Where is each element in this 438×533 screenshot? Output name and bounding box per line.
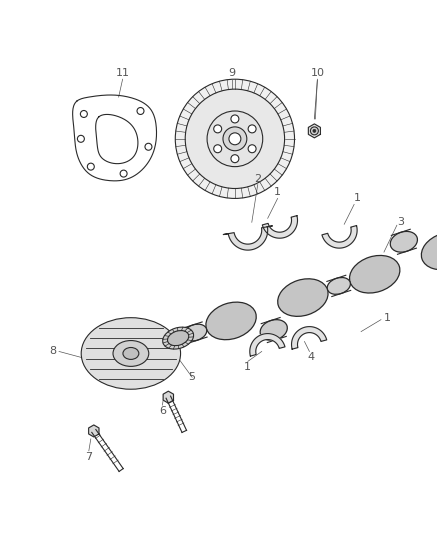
Circle shape	[248, 145, 256, 153]
Circle shape	[231, 115, 239, 123]
Ellipse shape	[278, 279, 328, 317]
Polygon shape	[163, 391, 173, 403]
Ellipse shape	[327, 278, 350, 294]
Ellipse shape	[207, 111, 263, 167]
Ellipse shape	[185, 89, 285, 189]
Polygon shape	[308, 124, 321, 138]
Ellipse shape	[184, 324, 207, 341]
Text: 2: 2	[254, 174, 261, 183]
Text: 3: 3	[397, 217, 404, 227]
Ellipse shape	[223, 127, 247, 151]
Circle shape	[248, 125, 256, 133]
Ellipse shape	[113, 341, 149, 366]
Ellipse shape	[260, 320, 287, 341]
Circle shape	[214, 145, 222, 153]
Ellipse shape	[162, 327, 194, 349]
Ellipse shape	[123, 348, 139, 359]
Circle shape	[214, 125, 222, 133]
Ellipse shape	[175, 79, 294, 198]
Text: 1: 1	[353, 193, 360, 204]
Circle shape	[313, 130, 316, 132]
Polygon shape	[223, 226, 272, 250]
Ellipse shape	[421, 232, 438, 270]
Text: 9: 9	[228, 68, 236, 78]
Circle shape	[231, 155, 239, 163]
Text: 1: 1	[274, 188, 281, 197]
Text: 11: 11	[116, 68, 130, 78]
Polygon shape	[322, 225, 357, 248]
Text: 7: 7	[85, 452, 92, 462]
Polygon shape	[292, 327, 327, 349]
Circle shape	[311, 127, 318, 135]
Ellipse shape	[350, 255, 400, 293]
Polygon shape	[88, 425, 99, 437]
Text: 4: 4	[308, 352, 315, 362]
Text: 1: 1	[383, 313, 390, 322]
Polygon shape	[250, 334, 285, 356]
Ellipse shape	[206, 302, 256, 340]
Ellipse shape	[167, 330, 189, 346]
Ellipse shape	[390, 231, 417, 252]
Text: 5: 5	[189, 372, 196, 382]
Ellipse shape	[81, 318, 180, 389]
Text: 8: 8	[49, 346, 57, 357]
Text: 10: 10	[311, 68, 325, 78]
Text: 6: 6	[159, 406, 166, 416]
Ellipse shape	[229, 133, 241, 145]
Text: 1: 1	[244, 362, 251, 373]
Polygon shape	[262, 216, 297, 238]
